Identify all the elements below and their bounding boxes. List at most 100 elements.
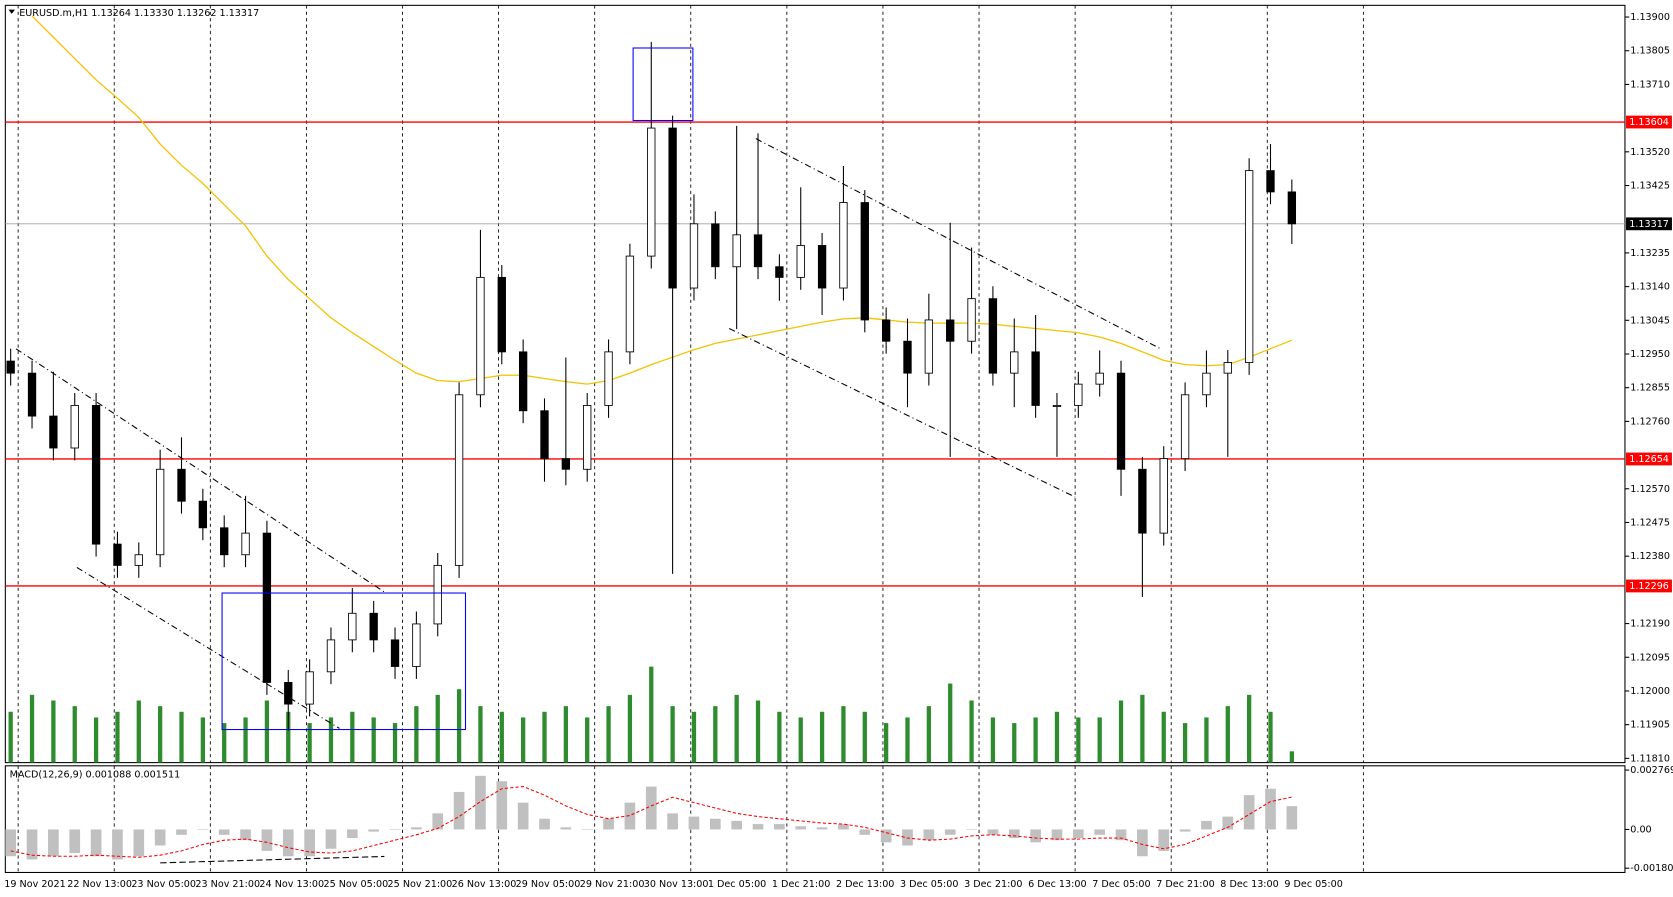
candle-body (881, 319, 891, 342)
volume-bar (29, 694, 35, 763)
macd-bar (1179, 829, 1191, 832)
volume-bar (456, 689, 462, 763)
volume-bar (414, 706, 419, 763)
level-label: 1.12296 (1629, 581, 1669, 592)
macd-bar (282, 829, 294, 857)
user-drawings (15, 47, 1161, 864)
candle-body (924, 319, 934, 374)
candle-body (348, 612, 357, 641)
volume-bar (115, 711, 120, 763)
volume-bar (926, 706, 931, 763)
x-tick-label: 7 Dec 21:00 (1156, 879, 1214, 890)
candle-body (668, 127, 677, 289)
range-box (221, 592, 467, 731)
candle-body (1031, 351, 1040, 406)
volume-bar (1054, 711, 1060, 763)
volume-bar (819, 711, 825, 763)
macd-bar (197, 829, 209, 830)
candle-body (967, 298, 976, 342)
candle-body (113, 543, 122, 566)
x-tick-label: 1 Dec 21:00 (772, 879, 830, 890)
volume-bar (1012, 723, 1017, 763)
volume-bar (499, 711, 504, 763)
menu-arrow[interactable] (8, 9, 15, 14)
level-label: 1.13604 (1629, 117, 1669, 128)
y-tick-label: 1.12950 (1630, 349, 1670, 360)
y-tick-label: 1.12380 (1630, 551, 1670, 562)
candle-body (476, 276, 485, 396)
macd-bar (411, 827, 422, 830)
volume-bar (1118, 700, 1124, 763)
current-price-bg (1626, 217, 1672, 231)
volume-bar (798, 717, 803, 763)
macd-bar (774, 824, 785, 830)
volume-bar (542, 711, 547, 763)
volume-bar (350, 711, 355, 763)
candle-body (454, 394, 464, 566)
y-tick-label: 1.13900 (1630, 12, 1670, 23)
candle-body (903, 340, 912, 374)
candle-body (1138, 468, 1147, 534)
trendline (15, 348, 385, 593)
y-tick-label: 1.13235 (1630, 248, 1670, 259)
macd-bar (346, 829, 358, 839)
candle-body (1180, 394, 1190, 460)
macd-bar (453, 791, 465, 830)
x-tick-label: 26 Nov 13:00 (452, 879, 517, 890)
candle-body (177, 468, 186, 502)
candle-body (604, 351, 613, 406)
macd-bar (1137, 829, 1148, 857)
candle-body (134, 554, 143, 566)
volume-bar (8, 711, 13, 763)
trendline (76, 566, 340, 729)
y-tick-label: 1.13805 (1630, 46, 1670, 57)
candle-body (796, 245, 805, 278)
candle-body (1074, 383, 1083, 406)
macd-bar (112, 829, 123, 860)
y-tick-label: 1.11905 (1630, 720, 1670, 731)
moving-average (31, 15, 1293, 385)
day-separators (17, 5, 1364, 873)
macd-bar (1008, 829, 1020, 839)
volume-bar (627, 694, 633, 763)
macd-bar (1222, 816, 1234, 830)
x-tick-label: 19 Nov 2021 (4, 879, 65, 890)
volume-bar (328, 717, 334, 763)
macd-bar (325, 829, 337, 849)
x-tick-label: 25 Nov 21:00 (388, 879, 453, 890)
macd-bar (218, 829, 230, 835)
candle-body (1223, 362, 1232, 374)
macd-bar (667, 813, 678, 830)
candle-body (369, 612, 378, 641)
volume-bar (264, 700, 270, 763)
macd-bar (816, 827, 828, 830)
x-tick-label: 9 Dec 05:00 (1284, 879, 1342, 890)
macd-bar (987, 829, 999, 835)
candle-body (753, 234, 763, 268)
volume-bar (1033, 717, 1038, 763)
volume-bar (606, 706, 611, 763)
candle-body (49, 415, 58, 449)
x-tick-label: 6 Dec 13:00 (1028, 879, 1086, 890)
y-tick-label: 1.12475 (1630, 517, 1670, 528)
candle-body (1266, 170, 1275, 193)
macd-bar (496, 781, 508, 830)
level-label-bg (1626, 115, 1672, 129)
macd-bar (688, 816, 700, 830)
x-tick-label: 7 Dec 05:00 (1092, 879, 1150, 890)
volume-bar (755, 700, 761, 763)
candle-body (583, 405, 592, 470)
macd-bar (517, 802, 529, 830)
y-tick-label: 1.12760 (1630, 416, 1670, 427)
volume-bar (136, 700, 141, 763)
volume-bar (713, 706, 718, 763)
volume-bar (841, 706, 846, 763)
macd-bar (1201, 820, 1212, 830)
candle-body (27, 372, 37, 417)
candle-body (817, 245, 827, 289)
x-tick-label: 3 Dec 21:00 (964, 879, 1022, 890)
x-tick-label: 29 Nov 05:00 (516, 879, 581, 890)
range-box (632, 47, 694, 122)
volume-bar (777, 711, 782, 763)
candle-body (988, 298, 998, 374)
